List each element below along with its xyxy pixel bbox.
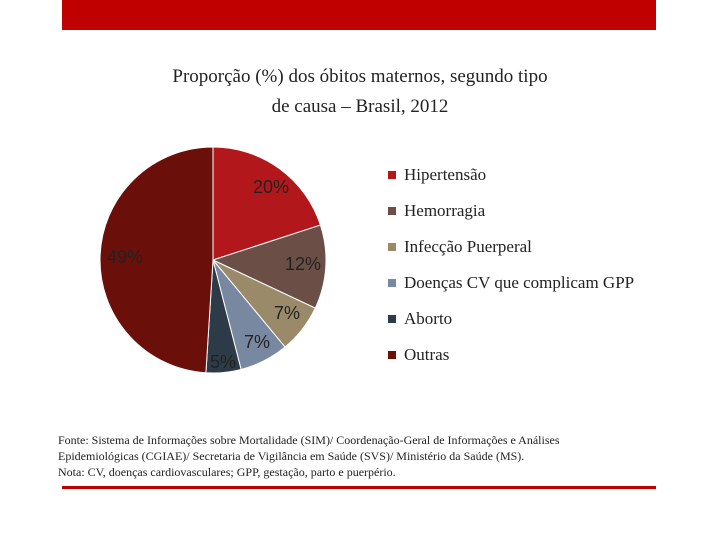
legend-swatch: [388, 351, 396, 359]
legend-swatch: [388, 207, 396, 215]
legend-swatch: [388, 279, 396, 287]
source-note-line-2: Epidemiológicas (CGIAE)/ Secretaria de V…: [58, 449, 525, 463]
chart-title-line-1: Proporção (%) dos óbitos maternos, segun…: [172, 66, 548, 87]
legend-item-2: Hemorragia: [388, 198, 708, 234]
slice-data-label-4: 7%: [244, 332, 270, 352]
legend-label: Hemorragia: [404, 201, 486, 220]
legend-swatch: [388, 171, 396, 179]
chart-legend: Hipertensão Hemorragia Infecção Puerperal D…: [388, 162, 708, 378]
legend-label: Outras: [404, 345, 450, 364]
legend-item-4: Doenças CV que complicam GPP: [388, 270, 708, 306]
pie-slice-1: [212, 146, 322, 261]
legend-label: Aborto: [404, 309, 453, 328]
legend-swatch: [388, 243, 396, 251]
slice-data-label-2: 12%: [285, 254, 321, 274]
chart-title-line-2: de causa – Brasil, 2012: [271, 96, 449, 117]
legend-label: Hipertensão: [404, 165, 487, 184]
slice-data-label-5: 5%: [210, 352, 236, 372]
source-note: Fonte: Sistema de Informações sobre Mort…: [58, 432, 698, 480]
legend-item-3: Infecção Puerperal: [388, 234, 708, 270]
legend-label: Doenças CV que complicam GPP: [404, 273, 635, 292]
source-note-line-3: Nota: CV, doenças cardiovasculares; GPP,…: [58, 465, 396, 479]
legend-item-5: Aborto: [388, 306, 708, 342]
slice-data-label-1: 20%: [253, 177, 289, 197]
pie-slice-2: [211, 224, 327, 309]
legend-item-6: Outras: [388, 342, 708, 378]
legend-item-1: Hipertensão: [388, 162, 708, 198]
legend-swatch: [388, 315, 396, 323]
pie-slice-6: [99, 146, 214, 374]
legend-label: Infecção Puerperal: [404, 237, 532, 256]
slice-data-label-3: 7%: [274, 303, 300, 323]
chart-title: Proporção (%) dos óbitos maternos, segun…: [60, 62, 660, 122]
slice-data-label-6: 49%: [107, 247, 143, 267]
bottom-rule: [62, 486, 656, 489]
top-accent-bar: [62, 0, 656, 30]
source-note-line-1: Fonte: Sistema de Informações sobre Mort…: [58, 433, 560, 447]
